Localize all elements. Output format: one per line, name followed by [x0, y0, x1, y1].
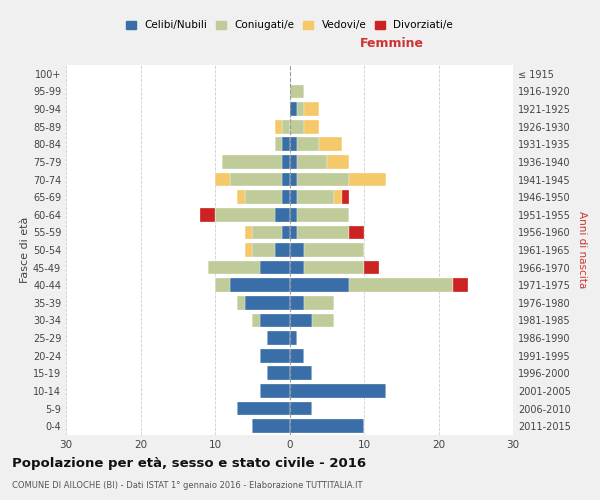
Bar: [297, 226, 349, 239]
Bar: [304, 243, 364, 257]
Bar: [349, 226, 364, 239]
Bar: [208, 260, 260, 274]
Bar: [245, 226, 252, 239]
Bar: [290, 84, 304, 98]
Bar: [290, 172, 297, 186]
Bar: [230, 172, 282, 186]
Text: COMUNE DI AILOCHE (BI) - Dati ISTAT 1° gennaio 2016 - Elaborazione TUTTITALIA.IT: COMUNE DI AILOCHE (BI) - Dati ISTAT 1° g…: [12, 481, 362, 490]
Bar: [297, 208, 349, 222]
Bar: [349, 172, 386, 186]
Bar: [304, 120, 319, 134]
Text: Popolazione per età, sesso e stato civile - 2016: Popolazione per età, sesso e stato civil…: [12, 458, 366, 470]
Bar: [230, 278, 290, 292]
Bar: [215, 208, 275, 222]
Bar: [275, 120, 282, 134]
Bar: [319, 138, 341, 151]
Bar: [290, 278, 349, 292]
Bar: [297, 155, 327, 169]
Bar: [238, 190, 245, 204]
Bar: [290, 243, 304, 257]
Y-axis label: Anni di nascita: Anni di nascita: [577, 212, 587, 288]
Bar: [312, 314, 334, 328]
Bar: [215, 172, 230, 186]
Bar: [200, 208, 215, 222]
Bar: [334, 190, 341, 204]
Bar: [282, 226, 290, 239]
Bar: [290, 138, 297, 151]
Bar: [290, 260, 304, 274]
Bar: [341, 190, 349, 204]
Bar: [282, 190, 290, 204]
Legend: Celibi/Nubili, Coniugati/e, Vedovi/e, Divorziati/e: Celibi/Nubili, Coniugati/e, Vedovi/e, Di…: [124, 18, 455, 32]
Bar: [260, 349, 290, 362]
Bar: [349, 278, 454, 292]
Bar: [290, 296, 304, 310]
Bar: [223, 155, 282, 169]
Bar: [282, 120, 290, 134]
Bar: [297, 172, 349, 186]
Bar: [304, 296, 334, 310]
Bar: [290, 331, 297, 345]
Bar: [267, 366, 290, 380]
Bar: [304, 102, 319, 116]
Bar: [290, 420, 364, 433]
Bar: [290, 208, 297, 222]
Bar: [290, 190, 297, 204]
Bar: [267, 331, 290, 345]
Bar: [282, 155, 290, 169]
Bar: [275, 243, 290, 257]
Bar: [327, 155, 349, 169]
Bar: [290, 349, 304, 362]
Bar: [238, 402, 290, 415]
Bar: [275, 138, 282, 151]
Bar: [290, 102, 297, 116]
Bar: [252, 226, 282, 239]
Bar: [290, 384, 386, 398]
Bar: [290, 366, 312, 380]
Bar: [260, 384, 290, 398]
Bar: [215, 278, 230, 292]
Bar: [290, 120, 304, 134]
Bar: [297, 138, 319, 151]
Bar: [290, 155, 297, 169]
Bar: [304, 260, 364, 274]
Y-axis label: Fasce di età: Fasce di età: [20, 217, 30, 283]
Bar: [252, 314, 260, 328]
Bar: [290, 226, 297, 239]
Bar: [282, 172, 290, 186]
Bar: [260, 260, 290, 274]
Bar: [290, 314, 312, 328]
Bar: [260, 314, 290, 328]
Bar: [454, 278, 468, 292]
Bar: [245, 190, 282, 204]
Bar: [364, 260, 379, 274]
Bar: [238, 296, 245, 310]
Bar: [252, 420, 290, 433]
Bar: [297, 102, 304, 116]
Bar: [252, 243, 275, 257]
Bar: [297, 190, 334, 204]
Bar: [282, 138, 290, 151]
Bar: [245, 243, 252, 257]
Bar: [275, 208, 290, 222]
Text: Femmine: Femmine: [361, 37, 424, 50]
Bar: [245, 296, 290, 310]
Bar: [290, 402, 312, 415]
